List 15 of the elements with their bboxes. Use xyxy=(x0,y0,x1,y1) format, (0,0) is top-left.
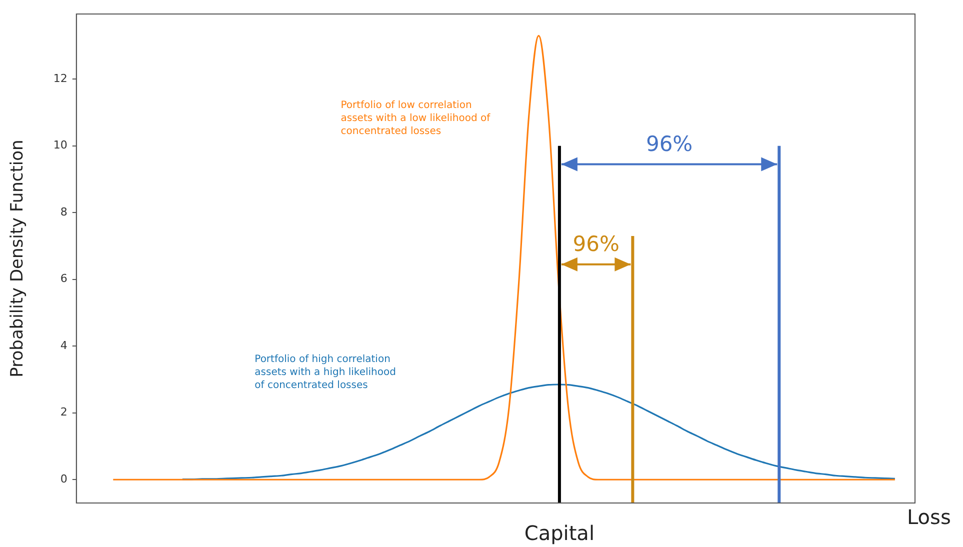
y-tick-label: 8 xyxy=(60,205,68,218)
y-tick-label: 6 xyxy=(60,272,68,286)
line-series xyxy=(112,34,896,480)
annotation: 96% xyxy=(572,232,620,256)
text: Capital xyxy=(524,521,595,545)
y-tick-label: 4 xyxy=(60,338,68,352)
annotation: Portfolio of high correlation assets with a high likelihood of concentrated losses xyxy=(254,352,397,392)
y-tick-label: 2 xyxy=(60,406,68,419)
y-tick-label: 0 xyxy=(60,472,68,486)
x-axis-title: Loss xyxy=(907,505,951,530)
annotation: Portfolio of low correlation assets with a low likelihood of concentrated losses xyxy=(340,99,491,138)
y-tick-label: 12 xyxy=(53,72,68,85)
y-axis-title: Probability Density Function xyxy=(8,140,28,378)
y-tick-label: 10 xyxy=(53,138,68,152)
annotation: 96% xyxy=(646,132,693,156)
